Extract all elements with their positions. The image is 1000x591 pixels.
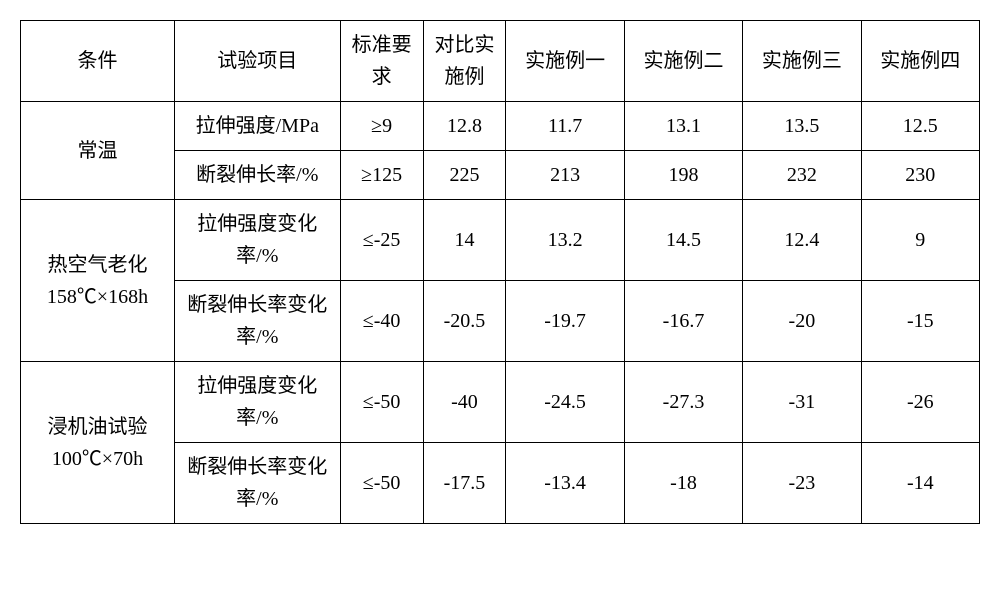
example-1-cell: -13.4: [506, 443, 624, 524]
header-example-2: 实施例二: [624, 21, 742, 102]
example-1-cell: 213: [506, 151, 624, 200]
example-4-cell: 230: [861, 151, 979, 200]
test-item-cell: 拉伸强度变化率/%: [174, 200, 340, 281]
test-item-cell: 拉伸强度变化率/%: [174, 362, 340, 443]
example-1-cell: 13.2: [506, 200, 624, 281]
example-4-cell: -26: [861, 362, 979, 443]
standard-cell: ≥9: [340, 102, 423, 151]
example-1-cell: 11.7: [506, 102, 624, 151]
header-comparative: 对比实施例: [423, 21, 506, 102]
test-item-cell: 断裂伸长率变化率/%: [174, 281, 340, 362]
table-row: 浸机油试验100℃×70h拉伸强度变化率/%≤-50-40-24.5-27.3-…: [21, 362, 980, 443]
example-4-cell: -15: [861, 281, 979, 362]
test-item-cell: 断裂伸长率/%: [174, 151, 340, 200]
example-3-cell: 232: [743, 151, 861, 200]
example-2-cell: -16.7: [624, 281, 742, 362]
example-3-cell: -31: [743, 362, 861, 443]
comparative-cell: 12.8: [423, 102, 506, 151]
example-2-cell: -18: [624, 443, 742, 524]
standard-cell: ≤-50: [340, 443, 423, 524]
standard-cell: ≤-50: [340, 362, 423, 443]
example-3-cell: 12.4: [743, 200, 861, 281]
condition-cell: 浸机油试验100℃×70h: [21, 362, 175, 524]
table-body: 常温拉伸强度/MPa≥912.811.713.113.512.5断裂伸长率/%≥…: [21, 102, 980, 524]
header-example-1: 实施例一: [506, 21, 624, 102]
header-row: 条件 试验项目 标准要求 对比实施例 实施例一 实施例二 实施例三 实施例四: [21, 21, 980, 102]
header-standard: 标准要求: [340, 21, 423, 102]
example-4-cell: 9: [861, 200, 979, 281]
data-table: 条件 试验项目 标准要求 对比实施例 实施例一 实施例二 实施例三 实施例四 常…: [20, 20, 980, 524]
condition-cell: 热空气老化158℃×168h: [21, 200, 175, 362]
example-2-cell: -27.3: [624, 362, 742, 443]
example-2-cell: 14.5: [624, 200, 742, 281]
example-1-cell: -24.5: [506, 362, 624, 443]
example-4-cell: 12.5: [861, 102, 979, 151]
header-example-4: 实施例四: [861, 21, 979, 102]
header-condition: 条件: [21, 21, 175, 102]
example-2-cell: 13.1: [624, 102, 742, 151]
example-1-cell: -19.7: [506, 281, 624, 362]
comparative-cell: -20.5: [423, 281, 506, 362]
example-3-cell: 13.5: [743, 102, 861, 151]
comparative-cell: 225: [423, 151, 506, 200]
comparative-cell: -17.5: [423, 443, 506, 524]
header-test-item: 试验项目: [174, 21, 340, 102]
condition-cell: 常温: [21, 102, 175, 200]
test-item-cell: 拉伸强度/MPa: [174, 102, 340, 151]
standard-cell: ≤-40: [340, 281, 423, 362]
table-row: 热空气老化158℃×168h拉伸强度变化率/%≤-251413.214.512.…: [21, 200, 980, 281]
comparative-cell: 14: [423, 200, 506, 281]
standard-cell: ≤-25: [340, 200, 423, 281]
example-4-cell: -14: [861, 443, 979, 524]
header-example-3: 实施例三: [743, 21, 861, 102]
example-2-cell: 198: [624, 151, 742, 200]
comparative-cell: -40: [423, 362, 506, 443]
test-item-cell: 断裂伸长率变化率/%: [174, 443, 340, 524]
table-row: 常温拉伸强度/MPa≥912.811.713.113.512.5: [21, 102, 980, 151]
example-3-cell: -23: [743, 443, 861, 524]
example-3-cell: -20: [743, 281, 861, 362]
standard-cell: ≥125: [340, 151, 423, 200]
